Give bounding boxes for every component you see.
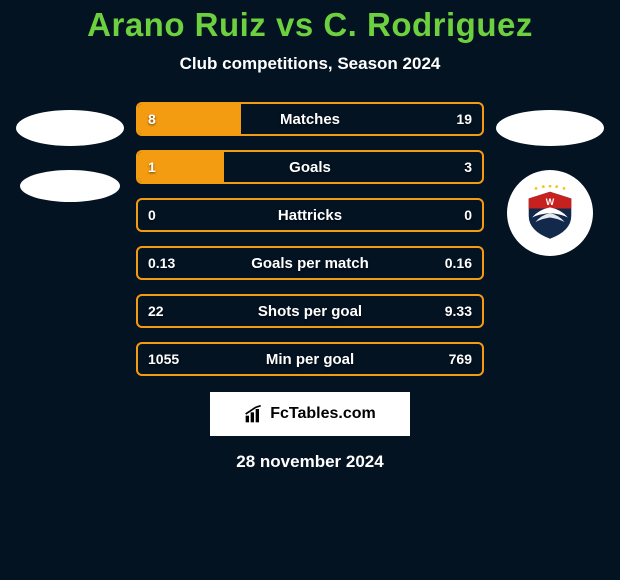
comparison-card: Arano Ruiz vs C. Rodriguez Club competit… [0,0,620,472]
bar-label: Shots per goal [138,296,482,326]
bar-right-value: 769 [449,344,472,374]
bar-label: Goals [138,152,482,182]
bar-shots-per-goal: 22 Shots per goal 9.33 [136,294,484,328]
player-avatar-right [496,110,604,146]
svg-text:W: W [546,197,555,207]
bar-label: Matches [138,104,482,134]
bar-matches: 8 Matches 19 [136,102,484,136]
page-title: Arano Ruiz vs C. Rodriguez [0,6,620,44]
content-row: 8 Matches 19 1 Goals 3 0 Hattricks 0 0.1… [0,102,620,376]
bars-column: 8 Matches 19 1 Goals 3 0 Hattricks 0 0.1… [136,102,484,376]
right-avatar-column: W [496,102,604,256]
bar-label: Min per goal [138,344,482,374]
bar-right-value: 19 [456,104,472,134]
chart-icon [244,404,264,424]
club-avatar-left [20,170,120,202]
player-avatar-left [16,110,124,146]
bar-right-value: 0.16 [445,248,472,278]
watermark: FcTables.com [210,392,410,436]
bar-right-value: 9.33 [445,296,472,326]
watermark-text: FcTables.com [270,405,376,423]
date-line: 28 november 2024 [0,452,620,472]
bar-label: Goals per match [138,248,482,278]
club-badge-right: W [507,170,593,256]
bar-hattricks: 0 Hattricks 0 [136,198,484,232]
bar-min-per-goal: 1055 Min per goal 769 [136,342,484,376]
bar-right-value: 3 [464,152,472,182]
subtitle: Club competitions, Season 2024 [0,54,620,74]
bar-goals: 1 Goals 3 [136,150,484,184]
bar-goals-per-match: 0.13 Goals per match 0.16 [136,246,484,280]
bar-right-value: 0 [464,200,472,230]
left-avatar-column [16,102,124,202]
shield-icon: W [522,185,578,241]
bar-label: Hattricks [138,200,482,230]
